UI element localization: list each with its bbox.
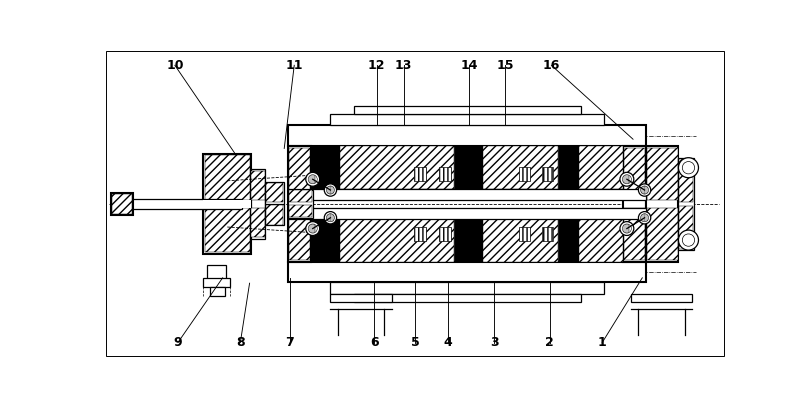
Circle shape [620, 222, 633, 235]
Circle shape [679, 158, 698, 178]
Text: 14: 14 [460, 59, 478, 72]
Bar [439, 167, 451, 181]
Bar [288, 146, 311, 262]
Circle shape [306, 172, 320, 186]
Bar [289, 205, 312, 217]
Bar [519, 227, 530, 241]
Bar [288, 189, 646, 200]
Text: 6: 6 [370, 336, 378, 349]
Circle shape [638, 212, 650, 224]
Circle shape [306, 222, 320, 235]
Bar [439, 227, 451, 241]
Bar [542, 227, 553, 241]
Bar [266, 183, 284, 202]
Bar [414, 227, 426, 241]
Bar [414, 167, 426, 181]
Bar [288, 190, 313, 218]
Circle shape [622, 175, 631, 184]
Text: 3: 3 [490, 336, 499, 349]
Circle shape [622, 224, 631, 233]
Bar [266, 206, 284, 225]
Bar [111, 199, 242, 209]
Bar [311, 146, 340, 189]
Bar [483, 219, 557, 262]
Circle shape [326, 186, 335, 194]
Bar [289, 147, 310, 200]
Bar [557, 146, 579, 189]
Text: 4: 4 [444, 336, 453, 349]
Circle shape [682, 162, 695, 174]
Text: 7: 7 [285, 336, 294, 349]
Bar [623, 146, 646, 262]
Text: 16: 16 [543, 59, 560, 72]
Bar [519, 167, 530, 181]
Circle shape [324, 184, 337, 196]
Bar [340, 219, 454, 262]
Bar [251, 208, 265, 237]
Bar [251, 169, 265, 239]
Bar [207, 265, 227, 278]
Bar [288, 125, 646, 146]
Bar [557, 219, 579, 262]
Bar [680, 206, 693, 249]
Text: 11: 11 [285, 59, 303, 72]
Circle shape [309, 224, 318, 233]
Bar [265, 182, 284, 204]
Bar [288, 208, 646, 219]
Bar [203, 200, 251, 208]
Bar [289, 208, 310, 260]
Circle shape [324, 212, 337, 224]
Bar [330, 283, 603, 294]
Circle shape [620, 172, 633, 186]
Circle shape [309, 175, 318, 184]
Text: 1: 1 [598, 336, 607, 349]
Bar [205, 156, 249, 200]
Bar [353, 294, 581, 302]
Bar [680, 159, 693, 202]
Bar [624, 147, 646, 200]
Bar [454, 219, 483, 262]
Bar [330, 114, 603, 125]
Bar [288, 262, 646, 283]
Bar [111, 193, 133, 215]
Bar [483, 146, 557, 189]
Bar [579, 146, 623, 189]
Bar [624, 208, 646, 260]
Bar [353, 106, 581, 114]
Circle shape [641, 186, 649, 194]
Bar [330, 294, 392, 302]
Bar [579, 219, 623, 262]
Bar [647, 147, 678, 200]
Text: 9: 9 [173, 336, 182, 349]
Bar [203, 154, 251, 254]
Circle shape [638, 184, 650, 196]
Bar [631, 294, 693, 302]
Bar [311, 219, 340, 262]
Bar [646, 146, 679, 262]
Bar [340, 146, 454, 189]
Circle shape [326, 214, 335, 222]
Text: 5: 5 [411, 336, 420, 349]
Text: 13: 13 [395, 59, 412, 72]
Bar [647, 208, 678, 260]
Text: 2: 2 [545, 336, 554, 349]
Text: 12: 12 [368, 59, 386, 72]
Bar [679, 158, 694, 250]
Circle shape [682, 234, 695, 246]
Bar [542, 167, 553, 181]
Bar [251, 171, 265, 200]
Bar [265, 204, 284, 225]
Bar [454, 146, 483, 189]
Circle shape [679, 230, 698, 250]
Bar [210, 287, 225, 296]
Bar [203, 278, 230, 287]
Circle shape [641, 214, 649, 222]
Text: 10: 10 [166, 59, 184, 72]
Bar [205, 208, 249, 252]
Bar [112, 194, 132, 214]
Text: 15: 15 [497, 59, 514, 72]
Bar [289, 190, 312, 202]
Text: 8: 8 [236, 336, 245, 349]
